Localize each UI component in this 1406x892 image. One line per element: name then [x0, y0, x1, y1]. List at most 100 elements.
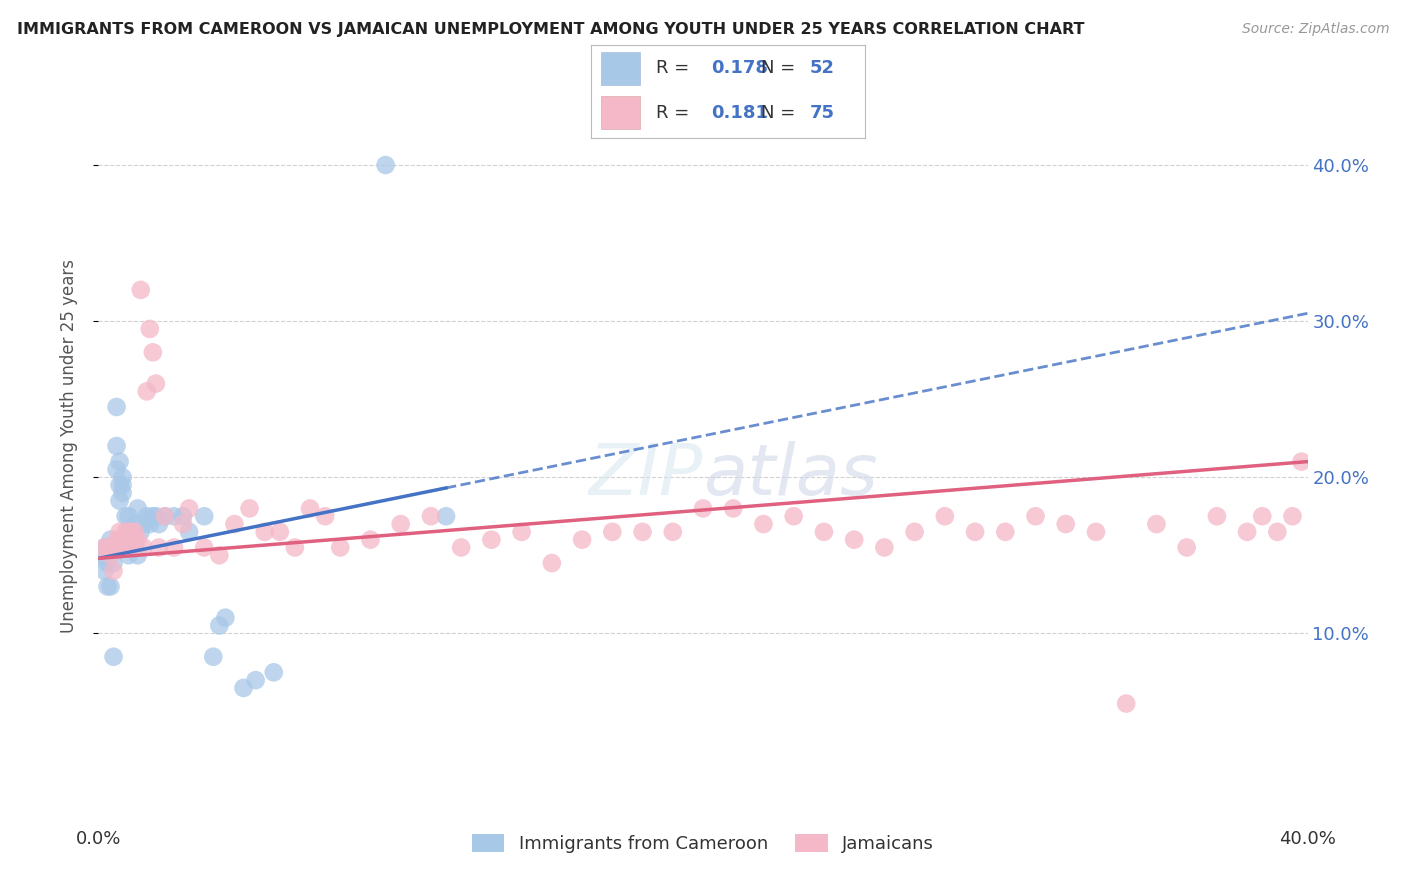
Point [179, 524, 201, 539]
Point [224, 517, 246, 532]
Point [172, 517, 194, 532]
Point [96, 541, 118, 555]
Point [139, 322, 162, 336]
Point [90, 548, 112, 563]
Point [245, 673, 267, 688]
Point [100, 533, 122, 547]
Point [450, 541, 472, 555]
Point [813, 524, 835, 539]
Point [111, 485, 134, 500]
Point [114, 533, 136, 547]
Point [96, 556, 118, 570]
Point [118, 548, 141, 563]
Point [118, 509, 141, 524]
Point [100, 580, 122, 594]
Point [1251, 509, 1274, 524]
Text: 0.178: 0.178 [711, 60, 768, 78]
Point [153, 509, 176, 524]
Point [269, 524, 291, 539]
Point [100, 541, 122, 555]
Point [105, 462, 128, 476]
Point [253, 524, 276, 539]
FancyBboxPatch shape [602, 96, 640, 129]
Point [103, 649, 125, 664]
Point [193, 509, 215, 524]
Point [723, 501, 745, 516]
Point [965, 524, 987, 539]
Point [163, 509, 186, 524]
Point [193, 541, 215, 555]
Point [752, 517, 775, 532]
Point [124, 517, 146, 532]
Point [1175, 541, 1198, 555]
Point [108, 478, 131, 492]
Point [145, 376, 167, 391]
Point [103, 556, 125, 570]
Point [214, 611, 236, 625]
Point [121, 541, 143, 555]
Point [121, 533, 143, 547]
Point [172, 509, 194, 524]
Point [692, 501, 714, 516]
Point [100, 548, 122, 563]
Legend: Immigrants from Cameroon, Jamaicans: Immigrants from Cameroon, Jamaicans [465, 827, 941, 860]
Point [571, 533, 593, 547]
Point [108, 524, 131, 539]
Point [114, 524, 136, 539]
Text: N =: N = [761, 60, 800, 78]
Text: 75: 75 [810, 103, 835, 121]
Point [108, 541, 131, 555]
Point [844, 533, 866, 547]
Point [314, 509, 336, 524]
Point [129, 283, 152, 297]
Text: IMMIGRANTS FROM CAMEROON VS JAMAICAN UNEMPLOYMENT AMONG YOUTH UNDER 25 YEARS COR: IMMIGRANTS FROM CAMEROON VS JAMAICAN UNE… [17, 22, 1084, 37]
Point [1144, 517, 1167, 532]
Point [121, 541, 143, 555]
Point [284, 541, 307, 555]
Point [108, 455, 131, 469]
Point [153, 509, 176, 524]
Point [132, 541, 155, 555]
Text: N =: N = [761, 103, 800, 121]
Point [148, 517, 170, 532]
Point [96, 580, 118, 594]
Point [124, 533, 146, 547]
Point [114, 541, 136, 555]
Point [179, 501, 201, 516]
Point [208, 618, 231, 632]
Point [299, 501, 322, 516]
Point [163, 541, 186, 555]
Point [145, 509, 167, 524]
Point [93, 541, 115, 555]
Point [111, 478, 134, 492]
Point [105, 400, 128, 414]
Y-axis label: Unemployment Among Youth under 25 years: Unemployment Among Youth under 25 years [59, 259, 77, 633]
Point [124, 541, 146, 555]
Point [103, 541, 125, 555]
Point [124, 524, 146, 539]
Point [118, 524, 141, 539]
Point [121, 524, 143, 539]
Point [540, 556, 562, 570]
Text: atlas: atlas [703, 442, 877, 510]
Point [111, 470, 134, 484]
Text: R =: R = [657, 60, 696, 78]
Point [873, 541, 896, 555]
Point [103, 541, 125, 555]
Point [202, 649, 225, 664]
Text: 52: 52 [810, 60, 835, 78]
Point [1281, 509, 1303, 524]
Point [1054, 517, 1077, 532]
Point [105, 541, 128, 555]
Point [232, 681, 254, 695]
Point [374, 158, 396, 172]
Point [127, 501, 149, 516]
Point [103, 564, 125, 578]
Point [105, 439, 128, 453]
Text: ZIP: ZIP [589, 442, 703, 510]
Text: Source: ZipAtlas.com: Source: ZipAtlas.com [1241, 22, 1389, 37]
Point [208, 548, 231, 563]
Point [139, 517, 162, 532]
Point [1115, 697, 1137, 711]
Point [148, 541, 170, 555]
